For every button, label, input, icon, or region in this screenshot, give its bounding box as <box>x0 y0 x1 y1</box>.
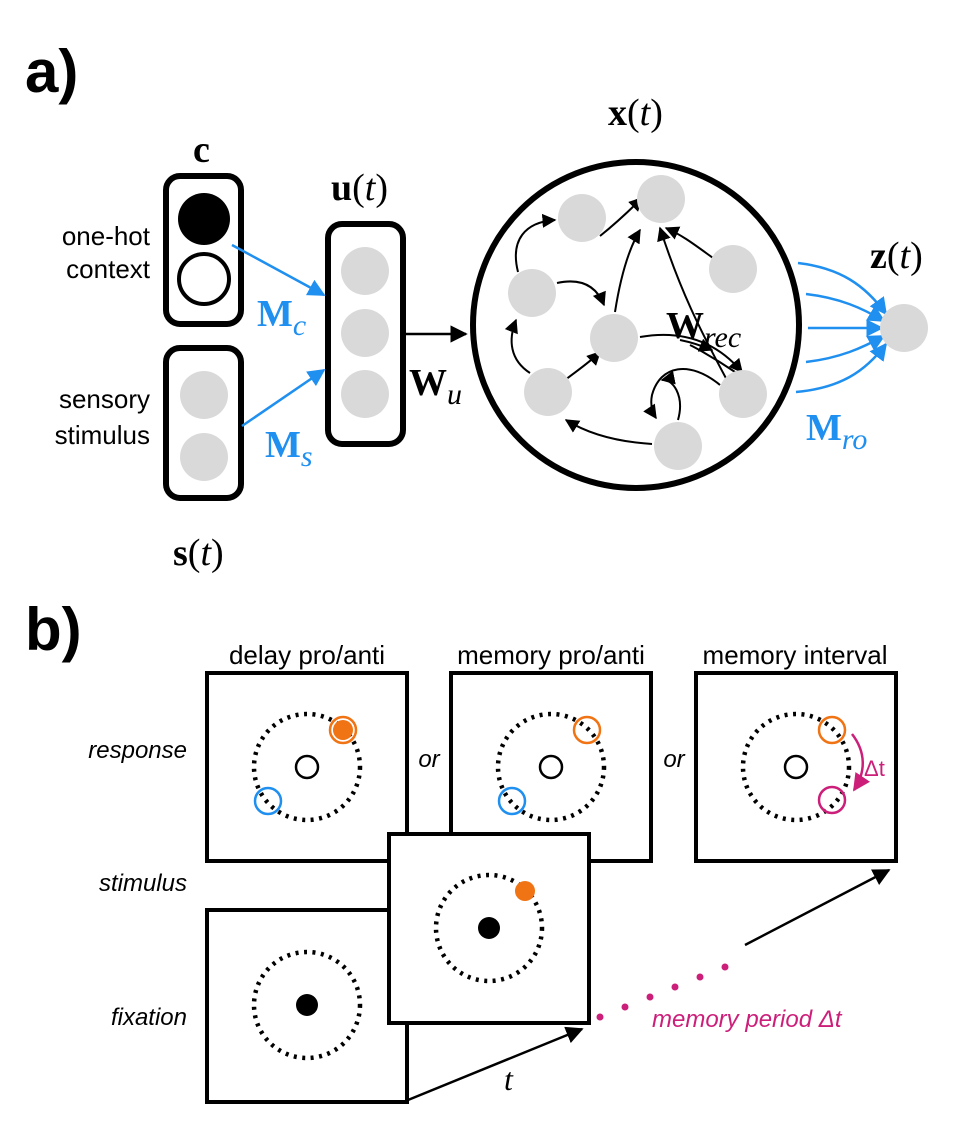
recurrent-edge <box>556 280 606 307</box>
context-label-line2: context <box>66 254 151 284</box>
sensory-label-line2: stimulus <box>55 420 150 450</box>
fixation-point-off <box>538 754 564 780</box>
orange-response-circle <box>572 715 602 745</box>
recurrent-unit <box>524 368 572 416</box>
recurrent-edge <box>643 368 721 420</box>
delta-t-label: Δt <box>864 756 885 781</box>
recurrent-unit <box>719 370 767 418</box>
time-arrow <box>407 1026 584 1102</box>
blue-response-circle <box>497 786 527 816</box>
readout-edge <box>805 334 886 364</box>
time-arrow-response <box>744 868 891 947</box>
row-label-response: response <box>88 737 187 764</box>
z-of-t-label: z(t) <box>870 235 923 277</box>
panel-a-label: a) <box>25 38 78 105</box>
response-box-interval: Δt <box>694 671 898 863</box>
recurrent-unit <box>508 269 556 317</box>
recurrent-edge <box>504 318 531 374</box>
wrec-label: Wrec <box>666 305 741 354</box>
recurrent-network-boundary <box>470 159 802 491</box>
u-of-t-label: u(t) <box>331 167 388 209</box>
recurrent-unit <box>654 422 702 470</box>
target-ring <box>251 949 363 1061</box>
s-of-t-label: s(t) <box>173 532 224 574</box>
interval-arrow <box>851 733 871 792</box>
memory-period-dot <box>721 963 729 971</box>
recurrent-edge <box>564 419 653 445</box>
orange-response-circle <box>817 715 847 745</box>
memory-period-dot <box>671 983 679 991</box>
fixation-point-on <box>296 994 318 1016</box>
input-unit <box>341 247 389 295</box>
target-ring <box>740 711 852 823</box>
recurrent-unit <box>637 175 685 223</box>
recurrent-edge <box>657 226 729 383</box>
target-ring <box>495 711 607 823</box>
sensory-unit <box>180 433 228 481</box>
fixation-point-on <box>478 917 500 939</box>
target-ring <box>251 711 363 823</box>
row-label-fixation: fixation <box>111 1004 187 1031</box>
panel-b-label: b) <box>25 596 82 663</box>
sensory-unit <box>180 371 228 419</box>
recurrent-edge <box>514 213 557 273</box>
fixation-point-off <box>294 754 320 780</box>
context-label-line1: one-hot <box>62 221 151 251</box>
memory-period-dot <box>596 1013 604 1021</box>
orange-stimulus-dot <box>333 720 353 740</box>
readout-edge <box>795 342 888 394</box>
task-title-memory-pro-anti: memory pro/anti <box>457 640 645 670</box>
ms-label: Ms <box>265 424 313 473</box>
memory-period-dot <box>621 1003 629 1011</box>
task-title-delay-pro-anti: delay pro/anti <box>229 640 385 670</box>
recurrent-edge <box>679 338 714 352</box>
x-of-t-label: x(t) <box>608 92 663 134</box>
or-label: or <box>418 746 440 773</box>
readout-edge <box>805 292 886 323</box>
mc-label: Mc <box>257 293 306 342</box>
row-label-stimulus: stimulus <box>99 870 187 897</box>
recurrent-edge <box>689 344 736 373</box>
recurrent-connections <box>504 197 743 445</box>
blue-response-circle <box>253 786 283 816</box>
recurrent-units <box>508 175 767 470</box>
recurrent-edge <box>639 333 743 374</box>
response-box-delay <box>205 671 409 863</box>
or-label: or <box>663 746 685 773</box>
context-title: c <box>193 129 210 171</box>
ms-arrow <box>241 368 326 428</box>
memory-period-dot <box>696 973 704 981</box>
readout-edge <box>797 261 888 316</box>
readout-connections <box>795 261 888 394</box>
context-unit-active <box>178 193 230 245</box>
task-title-memory-interval: memory interval <box>703 640 888 670</box>
response-box-memory <box>449 671 653 863</box>
memory-period-label: memory period Δt <box>652 1006 843 1033</box>
memory-period-dots <box>596 963 729 1021</box>
time-label: t <box>504 1061 514 1097</box>
magenta-response-circle <box>817 785 847 815</box>
recurrent-edge <box>614 228 641 313</box>
fixation-point-off <box>783 754 809 780</box>
recurrent-unit <box>558 194 606 242</box>
input-unit <box>341 370 389 418</box>
stimulus-box <box>387 832 591 1025</box>
orange-stimulus-dot <box>515 881 535 901</box>
wu-label: Wu <box>409 362 462 411</box>
sensory-label-line1: sensory <box>59 384 150 414</box>
fixation-box <box>205 908 409 1104</box>
response-box-frame <box>205 671 409 863</box>
recurrent-unit <box>709 245 757 293</box>
target-ring <box>433 872 545 984</box>
recurrent-edge <box>660 370 681 421</box>
recurrent-unit <box>590 314 638 362</box>
mro-label: Mro <box>806 407 867 456</box>
memory-period-dot <box>646 993 654 1001</box>
context-unit-inactive <box>177 252 231 306</box>
input-unit <box>341 309 389 357</box>
orange-response-circle <box>328 715 358 745</box>
mc-arrow <box>231 243 326 297</box>
readout-unit <box>880 304 928 352</box>
